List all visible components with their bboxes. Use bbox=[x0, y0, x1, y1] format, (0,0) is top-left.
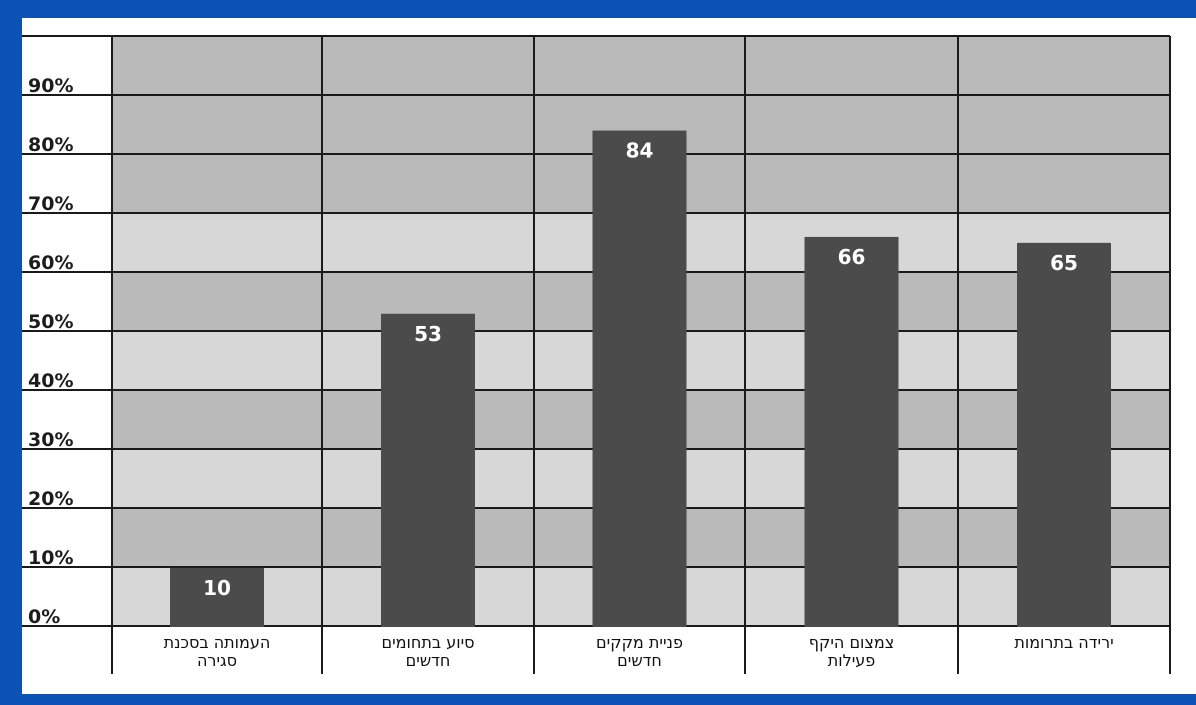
bar-value-label: 53 bbox=[414, 322, 442, 346]
x-category-label: פניית מקקים bbox=[596, 633, 683, 652]
bar-chart: 10 53 84 66 65 0% 10% 20% 30% 40% 50% 60% 70% 80% 90%… bbox=[22, 35, 1171, 674]
y-tick-label: 70% bbox=[28, 193, 73, 215]
y-tick-label: 30% bbox=[28, 429, 73, 451]
y-axis-tick-labels: 0% 10% 20% 30% 40% 50% 60% 70% 80% 90% bbox=[28, 75, 73, 628]
y-tick-label: 80% bbox=[28, 134, 73, 156]
y-tick-label: 40% bbox=[28, 370, 73, 392]
x-category-label: סגירה bbox=[197, 651, 237, 670]
x-category-label: צמצום היקף bbox=[809, 633, 895, 652]
y-tick-label: 10% bbox=[28, 547, 73, 569]
bar bbox=[1017, 242, 1111, 627]
bar-value-label: 84 bbox=[626, 139, 654, 163]
chart-panel: 10 53 84 66 65 0% 10% 20% 30% 40% 50% 60% 70% 80% 90%… bbox=[22, 18, 1196, 694]
x-category-label: פעילות bbox=[828, 651, 876, 670]
bar-value-label: 66 bbox=[838, 245, 866, 269]
y-tick-label: 20% bbox=[28, 488, 73, 510]
bars: 10 53 84 66 65 bbox=[170, 130, 1111, 627]
x-category-label: העמותה בסכנת bbox=[164, 633, 271, 652]
background-band bbox=[112, 36, 1170, 95]
x-category-label: סיוע בתחומים bbox=[381, 633, 474, 652]
x-category-label: ירידה בתרומות bbox=[1014, 633, 1113, 652]
y-tick-label: 90% bbox=[28, 75, 73, 97]
x-category-label: חדשים bbox=[617, 651, 662, 670]
y-tick-label: 0% bbox=[28, 606, 60, 628]
bar bbox=[381, 313, 475, 627]
bar bbox=[170, 567, 264, 627]
bar bbox=[804, 236, 899, 627]
x-category-label: חדשים bbox=[406, 651, 451, 670]
y-tick-label: 50% bbox=[28, 311, 73, 333]
bar bbox=[592, 130, 687, 627]
y-tick-label: 60% bbox=[28, 252, 73, 274]
bar-value-label: 10 bbox=[203, 576, 231, 600]
bar-value-label: 65 bbox=[1050, 251, 1078, 275]
